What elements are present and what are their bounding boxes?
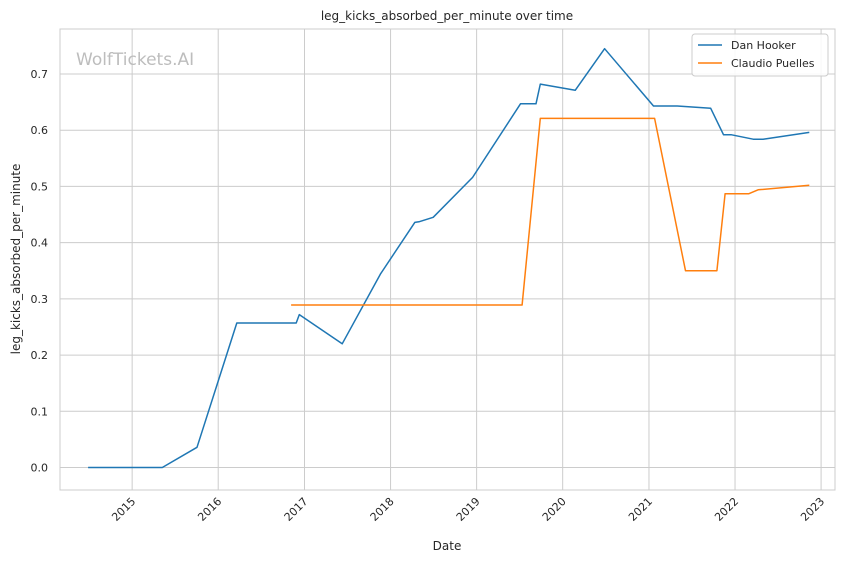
y-axis-label: leg_kicks_absorbed_per_minute	[9, 164, 23, 355]
plot-frame	[59, 28, 836, 491]
legend-label-dan-hooker: Dan Hooker	[731, 39, 796, 52]
y-tick-label: 0.6	[31, 124, 49, 137]
y-tick-label: 0.1	[31, 405, 49, 418]
x-axis-label: Date	[433, 539, 462, 553]
x-tick-label: 2022	[712, 495, 741, 524]
x-tick-label: 2018	[368, 495, 397, 524]
x-tick-label: 2017	[282, 495, 311, 524]
series-line-claudio-puelles	[291, 117, 810, 306]
chart-title: leg_kicks_absorbed_per_minute over time	[321, 9, 573, 23]
x-tick-labels: 2015 2016 2017 2018 2019 2020 2021 2022 2023	[109, 495, 827, 524]
y-tick-label: 0.5	[31, 180, 49, 193]
series-layer	[88, 47, 810, 469]
x-tick-label: 2016	[195, 495, 224, 524]
plot-background	[60, 29, 835, 490]
x-tick-label: 2020	[540, 495, 569, 524]
y-tick-labels: 0.0 0.1 0.2 0.3 0.4 0.5 0.6 0.7	[31, 68, 49, 475]
y-tick-label: 0.0	[31, 462, 49, 475]
x-tick-label: 2021	[626, 495, 655, 524]
legend-label-claudio-puelles: Claudio Puelles	[731, 57, 815, 70]
watermark: WolfTickets.AI	[76, 50, 194, 70]
x-tick-label: 2015	[109, 495, 138, 524]
y-tick-label: 0.7	[31, 68, 49, 81]
grid-lines	[60, 29, 835, 490]
legend: Dan Hooker Claudio Puelles	[691, 33, 829, 77]
legend-box	[691, 33, 829, 77]
y-tick-label: 0.2	[31, 349, 49, 362]
y-tick-label: 0.3	[31, 293, 49, 306]
series-line-dan-hooker	[88, 47, 810, 469]
x-tick-label: 2023	[798, 495, 827, 524]
y-tick-label: 0.4	[31, 237, 49, 250]
x-tick-label: 2019	[454, 495, 483, 524]
